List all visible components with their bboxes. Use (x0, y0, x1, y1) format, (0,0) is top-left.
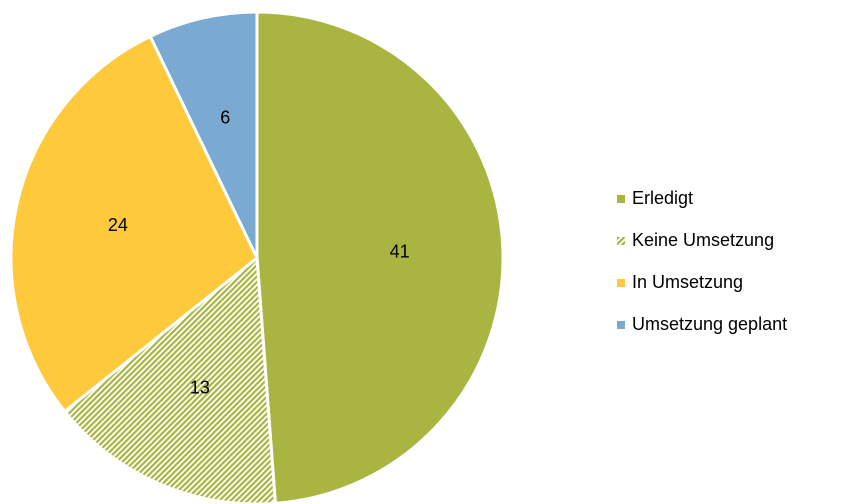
legend-swatch (617, 237, 625, 245)
legend-label: Keine Umsetzung (632, 230, 774, 250)
pie-slice (255, 10, 505, 504)
pie-slice (9, 34, 259, 414)
data-label: 6 (220, 108, 230, 128)
legend-swatch (617, 195, 625, 203)
pie-slice (148, 10, 259, 259)
legend-label: Erledigt (632, 188, 693, 208)
data-label: 24 (108, 215, 128, 235)
legend-swatch (617, 279, 625, 287)
legend-swatch (617, 321, 625, 329)
legend-label: Umsetzung geplant (632, 314, 787, 334)
legend-label: In Umsetzung (632, 272, 743, 292)
data-label: 41 (390, 241, 410, 261)
data-label: 13 (190, 378, 210, 398)
